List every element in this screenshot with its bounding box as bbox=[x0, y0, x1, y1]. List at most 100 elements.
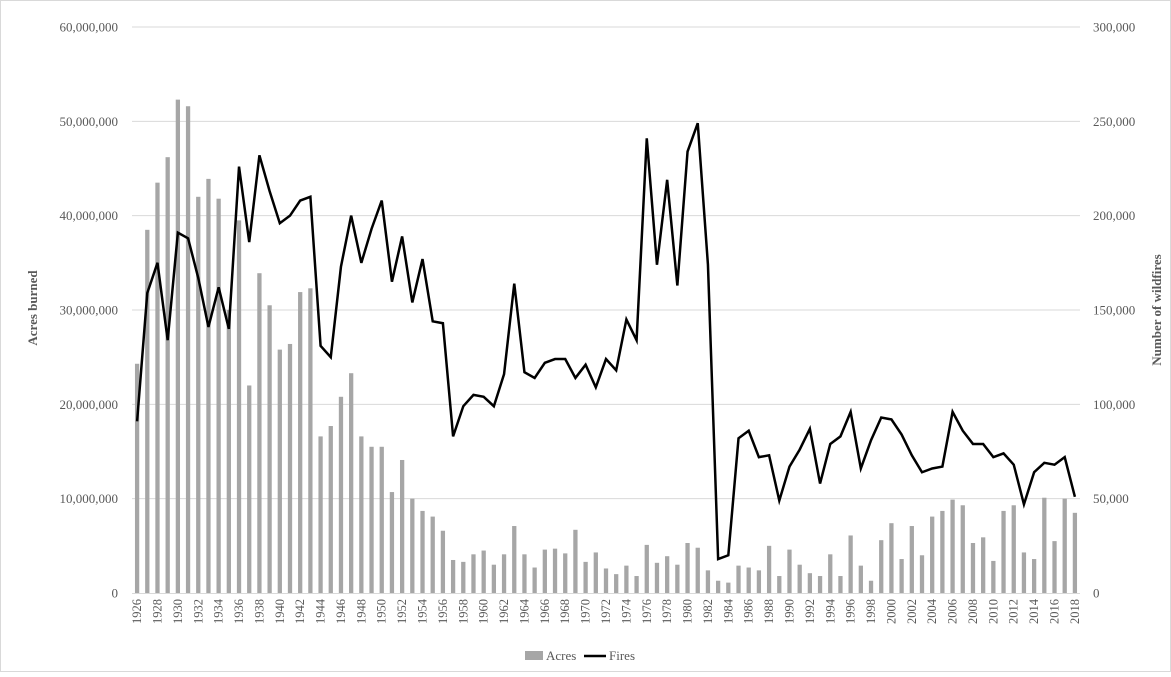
acres-bar-1982 bbox=[705, 570, 711, 593]
acres-bar-1980 bbox=[685, 543, 690, 593]
x-tick-label: 2008 bbox=[966, 599, 980, 624]
acres-bar-1996 bbox=[848, 535, 853, 593]
x-tick-label: 1972 bbox=[599, 599, 613, 624]
x-tick-label: 1996 bbox=[844, 599, 858, 624]
x-tick-label: 1926 bbox=[130, 599, 144, 624]
acres-bar-1928 bbox=[155, 182, 160, 593]
legend-acres-label: Acres bbox=[546, 648, 576, 663]
acres-bar-1945 bbox=[328, 426, 333, 593]
acres-bar-2011 bbox=[1001, 510, 1006, 593]
acres-bar-1987 bbox=[756, 570, 762, 593]
acres-bar-1975 bbox=[634, 576, 639, 593]
right-tick-label: 250,000 bbox=[1093, 114, 1135, 129]
x-tick-label: 1982 bbox=[701, 599, 715, 624]
x-tick-label: 1958 bbox=[456, 599, 470, 624]
x-tick-label: 2006 bbox=[946, 599, 960, 624]
acres-bar-1999 bbox=[879, 540, 884, 593]
acres-bars bbox=[134, 99, 1078, 594]
x-tick-label: 2004 bbox=[925, 598, 939, 624]
x-tick-label: 1930 bbox=[171, 599, 185, 624]
acres-bar-1995 bbox=[838, 576, 843, 593]
x-tick-label: 2000 bbox=[884, 599, 898, 624]
acres-bar-2004 bbox=[930, 516, 935, 593]
acres-bar-2007 bbox=[960, 505, 965, 593]
fires-line-layer bbox=[135, 122, 1077, 561]
left-tick-label: 20,000,000 bbox=[60, 397, 119, 412]
x-tick-label: 1936 bbox=[232, 599, 246, 624]
x-tick-label: 1962 bbox=[497, 599, 511, 624]
x-tick-label: 1968 bbox=[558, 599, 572, 624]
right-tick-label: 50,000 bbox=[1093, 491, 1129, 506]
acres-bar-1966 bbox=[542, 549, 547, 593]
x-tick-label: 1998 bbox=[864, 599, 878, 624]
x-tick-label: 1956 bbox=[436, 599, 450, 624]
x-tick-label: 1938 bbox=[252, 599, 266, 624]
acres-bar-1958 bbox=[461, 561, 466, 593]
x-tick-label: 2002 bbox=[905, 599, 919, 624]
x-tick-label: 1990 bbox=[782, 599, 796, 624]
acres-bar-2014 bbox=[1031, 559, 1037, 593]
x-tick-label: 1954 bbox=[416, 598, 430, 624]
legend: Acres Fires bbox=[525, 648, 635, 663]
right-tick-label: 150,000 bbox=[1093, 303, 1135, 318]
acres-bar-1991 bbox=[797, 564, 802, 593]
acres-bar-2009 bbox=[981, 537, 986, 593]
acres-bar-1992 bbox=[807, 573, 813, 593]
acres-bar-2005 bbox=[940, 510, 945, 593]
acres-bar-1993 bbox=[817, 576, 823, 593]
left-axis-ticks: 0 10,000,000 20,000,000 30,000,000 40,000,00… bbox=[60, 20, 119, 601]
acres-bar-1964 bbox=[522, 554, 527, 593]
right-tick-label: 0 bbox=[1093, 586, 1100, 601]
x-tick-label: 1976 bbox=[640, 599, 654, 624]
acres-bar-1994 bbox=[828, 554, 833, 593]
acres-bar-2001 bbox=[899, 559, 904, 593]
legend-fires-label: Fires bbox=[609, 648, 635, 663]
acres-bar-1997 bbox=[858, 565, 863, 593]
acres-bar-1972 bbox=[603, 568, 609, 593]
acres-bar-1951 bbox=[389, 492, 395, 593]
x-tick-label: 1948 bbox=[354, 599, 368, 624]
acres-bar-1970 bbox=[583, 561, 588, 593]
acres-bar-1986 bbox=[746, 567, 751, 593]
acres-bar-1961 bbox=[491, 564, 497, 593]
x-tick-label: 1942 bbox=[293, 599, 307, 624]
acres-bar-2008 bbox=[970, 543, 976, 593]
x-tick-label: 1974 bbox=[619, 598, 633, 624]
acres-bar-1934 bbox=[216, 198, 221, 593]
acres-bar-2006 bbox=[950, 499, 955, 593]
left-tick-label: 30,000,000 bbox=[60, 303, 119, 318]
acres-bar-1943 bbox=[308, 288, 313, 593]
left-tick-label: 60,000,000 bbox=[60, 20, 119, 35]
acres-bar-2013 bbox=[1021, 552, 1027, 593]
acres-bar-1933 bbox=[206, 178, 211, 593]
left-tick-label: 50,000,000 bbox=[60, 114, 119, 129]
acres-bar-2002 bbox=[909, 526, 914, 593]
left-tick-label: 0 bbox=[112, 586, 119, 601]
acres-bar-1949 bbox=[369, 446, 374, 593]
x-tick-label: 1994 bbox=[823, 598, 837, 624]
x-tick-label: 2010 bbox=[986, 599, 1000, 624]
acres-bar-1984 bbox=[726, 582, 731, 593]
x-tick-label: 1946 bbox=[334, 599, 348, 624]
acres-bar-1944 bbox=[318, 436, 323, 593]
acres-bar-2012 bbox=[1011, 505, 1016, 593]
acres-bar-1969 bbox=[573, 529, 578, 593]
acres-bar-1960 bbox=[481, 550, 486, 593]
acres-bar-1927 bbox=[145, 229, 150, 593]
acres-bar-1940 bbox=[277, 349, 282, 593]
acres-bar-1932 bbox=[196, 196, 201, 594]
legend-acres-swatch bbox=[525, 651, 543, 660]
acres-bar-2015 bbox=[1042, 497, 1047, 593]
acres-bar-1974 bbox=[624, 565, 629, 593]
x-tick-label: 2016 bbox=[1048, 599, 1062, 624]
x-tick-label: 2018 bbox=[1068, 599, 1082, 624]
x-tick-label: 1944 bbox=[314, 598, 328, 624]
left-axis-title: Acres burned bbox=[25, 270, 40, 346]
acres-bar-1977 bbox=[654, 562, 660, 593]
acres-bar-1988 bbox=[766, 545, 772, 593]
acres-bar-1981 bbox=[695, 547, 700, 593]
acres-bar-1985 bbox=[736, 565, 741, 593]
acres-bar-1931 bbox=[185, 106, 191, 594]
x-tick-label: 2012 bbox=[1007, 599, 1021, 624]
